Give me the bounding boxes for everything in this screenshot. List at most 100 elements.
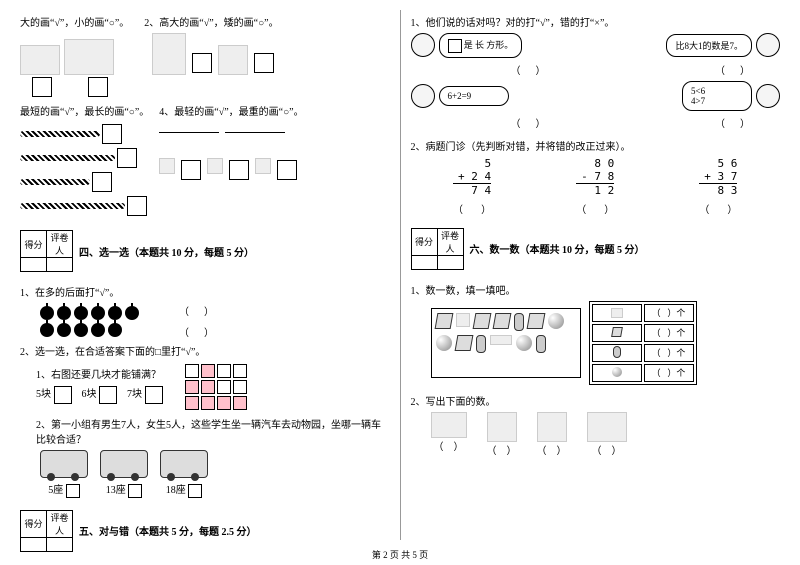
- shape-header: [592, 324, 642, 342]
- tile-text-opts: 1、右图还要几块才能铺满？ 5块 6块 7块: [36, 362, 163, 404]
- answer-box[interactable]: [277, 160, 297, 180]
- image-row-1: [20, 33, 390, 75]
- worksheet-page: 大的画“√”，小的画“○”。 2、高大的画“√”，矮的画“○”。 最短的画“√”…: [20, 10, 780, 540]
- apple-icon: [125, 306, 139, 320]
- section-6-header: 得分评卷人 六、数一数（本题共 10 分，每题 5 分）: [411, 222, 781, 276]
- answer-box[interactable]: [254, 53, 274, 73]
- bus-row: 5座 13座 18座: [40, 450, 390, 498]
- answer-paren[interactable]: （ ）: [453, 201, 491, 216]
- score-table: 得分评卷人: [20, 510, 73, 552]
- face-icon: [756, 84, 780, 108]
- answer-paren[interactable]: （ ）: [715, 115, 750, 130]
- apple-icon: [91, 323, 105, 337]
- speech-bubble: 比8大1的数是7。: [666, 34, 752, 57]
- apple-icon: [57, 323, 71, 337]
- section-6-title: 六、数一数（本题共 10 分，每题 5 分）: [470, 241, 645, 256]
- answer-paren[interactable]: （ ）: [431, 438, 467, 453]
- score-label: 得分: [21, 510, 47, 537]
- rope-image: [20, 155, 115, 161]
- option-box[interactable]: [99, 386, 117, 404]
- balance-image: [159, 122, 219, 152]
- write-numbers: （ ） （ ） （ ） （ ）: [431, 412, 781, 457]
- r-q1: 1、他们说的话对吗？对的打“√”，错的打“×”。: [411, 14, 781, 29]
- answer-box[interactable]: [88, 77, 108, 97]
- grader-cell[interactable]: [437, 255, 463, 269]
- answer-box[interactable]: [102, 124, 122, 144]
- answer-row-1: [20, 75, 390, 99]
- math-a: 8 0: [576, 157, 614, 170]
- shape-header: [592, 344, 642, 362]
- bubble-line: 5<6: [691, 86, 743, 96]
- tile-options: 5块 6块 7块: [36, 385, 163, 404]
- image-row-2: [20, 122, 390, 218]
- option-box[interactable]: [128, 484, 142, 498]
- answer-box[interactable]: [192, 53, 212, 73]
- grader-label: 评卷人: [47, 231, 73, 258]
- q3a-text: 最短的画“√”，最长的画“○”。: [20, 107, 149, 118]
- fan-small-image: [20, 45, 60, 75]
- speech-bubble: 6+2=9: [439, 86, 509, 106]
- balance-group: [159, 122, 299, 218]
- answer-paren[interactable]: （ ）: [587, 442, 627, 457]
- cylinder-icon: [613, 346, 621, 358]
- answer-box[interactable]: [32, 77, 52, 97]
- cube-icon: [434, 313, 453, 329]
- option-box[interactable]: [188, 484, 202, 498]
- column-divider: [400, 10, 401, 540]
- cuboid-icon: [456, 313, 470, 327]
- sec6-q2: 2、写出下面的数。: [411, 393, 781, 408]
- count-table: （ ）个 （ ）个 （ ）个 （ ）个: [589, 301, 697, 385]
- math-problem: 5 6 + 3 7 8 3 （ ）: [699, 157, 737, 216]
- option-box[interactable]: [66, 484, 80, 498]
- math-r: 8 3: [699, 184, 737, 197]
- instruction-row: 大的画“√”，小的画“○”。 2、高大的画“√”，矮的画“○”。: [20, 14, 390, 29]
- grader-cell[interactable]: [47, 258, 73, 272]
- score-cell[interactable]: [411, 255, 437, 269]
- math-problem: 5 + 2 4 7 4 （ ）: [453, 157, 491, 216]
- answer-paren[interactable]: （ ）: [179, 324, 214, 339]
- candles-image: [537, 412, 567, 442]
- answer-box[interactable]: [117, 148, 137, 168]
- paren-group: （ ） （ ）: [179, 303, 214, 339]
- count-item: （ ）: [537, 412, 567, 457]
- count-cell[interactable]: （ ）个: [644, 304, 694, 322]
- answer-paren[interactable]: （ ）: [511, 115, 546, 130]
- bubble-group: 5<6 4>7: [682, 81, 780, 111]
- balance-image: [225, 122, 285, 152]
- answer-paren[interactable]: （ ）: [487, 442, 517, 457]
- answer-box[interactable]: [92, 172, 112, 192]
- answer-box[interactable]: [229, 160, 249, 180]
- answer-box[interactable]: [127, 196, 147, 216]
- answer-paren[interactable]: （ ）: [699, 201, 737, 216]
- fan-large-image: [64, 39, 114, 75]
- bus-label: 18座: [166, 485, 186, 496]
- speech-bubble: 是 长 方形。: [439, 33, 523, 58]
- score-cell[interactable]: [21, 258, 47, 272]
- option-box[interactable]: [145, 386, 163, 404]
- answer-paren[interactable]: （ ）: [576, 201, 614, 216]
- opt-label: 5块: [36, 389, 51, 400]
- count-cell[interactable]: （ ）个: [644, 344, 694, 362]
- apple-icon: [91, 306, 105, 320]
- face-icon: [756, 33, 780, 57]
- unit: 个: [676, 308, 685, 318]
- answer-paren[interactable]: （ ）: [511, 62, 546, 77]
- answer-paren[interactable]: （ ）: [715, 62, 750, 77]
- bus-option: 13座: [100, 450, 148, 498]
- count-item: （ ）: [587, 412, 627, 457]
- option-box[interactable]: [54, 386, 72, 404]
- math-b: + 2 4: [453, 170, 491, 183]
- count-cell[interactable]: （ ）个: [644, 324, 694, 342]
- answer-box[interactable]: [181, 160, 201, 180]
- face-icon: [411, 33, 435, 57]
- grid-figure: [183, 362, 249, 412]
- shape-header: [592, 364, 642, 382]
- cube-icon: [454, 335, 473, 351]
- answer-paren[interactable]: （ ）: [537, 442, 567, 457]
- section-4-title: 四、选一选（本题共 10 分，每题 5 分）: [79, 244, 254, 259]
- math-b: + 3 7: [699, 170, 737, 183]
- count-cell[interactable]: （ ）个: [644, 364, 694, 382]
- score-label: 得分: [21, 231, 47, 258]
- answer-paren[interactable]: （ ）: [179, 303, 214, 318]
- apple-icon: [74, 306, 88, 320]
